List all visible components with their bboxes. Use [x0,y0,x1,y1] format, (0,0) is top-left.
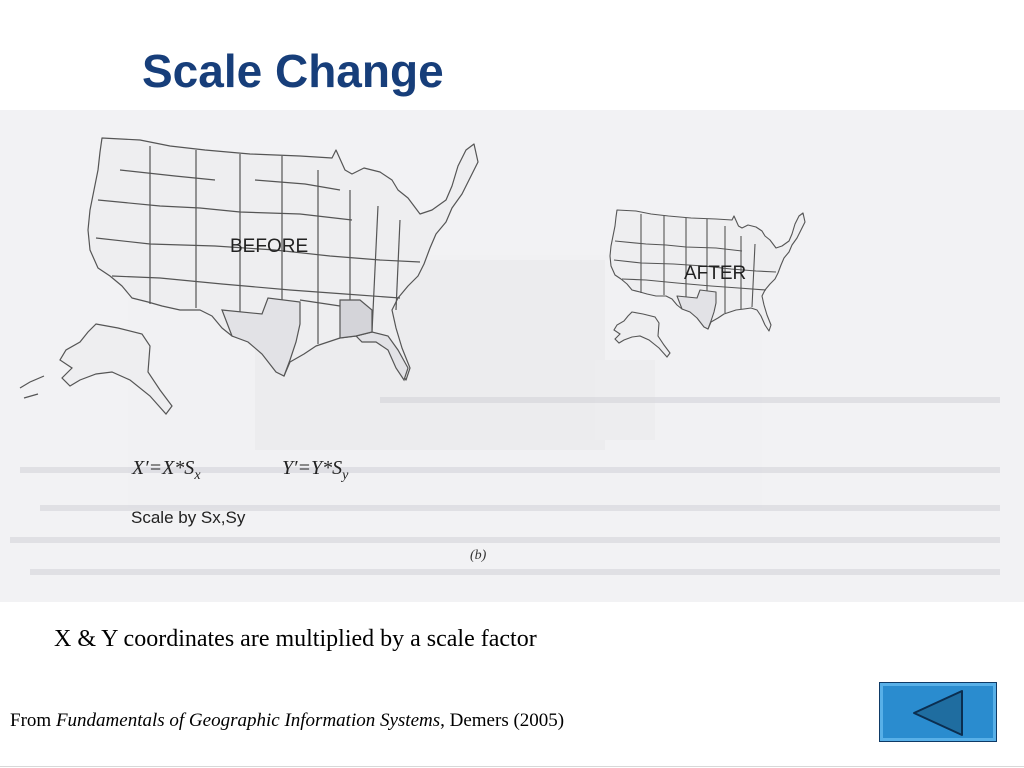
formula-y: Y′=Y*Sy [282,457,349,483]
figure-caption: Scale by Sx,Sy [131,508,246,527]
map-before [19,137,479,415]
scan-background-texture [0,110,1024,602]
after-label: AFTER [684,263,747,284]
subfigure-label: (b) [470,548,487,563]
scanned-figure: BEFORE AFTER X′=X*Sx Y′=Y*Sy Scale by Sx… [0,110,1024,602]
footer-divider [0,766,1024,767]
map-after [609,209,806,358]
formula-x: X′=X*Sx [132,457,201,483]
triangle-left-icon [913,690,963,736]
back-button[interactable] [879,682,997,742]
citation-book-title: Fundamentals of Geographic Information S… [55,710,441,731]
before-label: BEFORE [230,236,309,257]
body-text: X & Y coordinates are multiplied by a sc… [54,626,537,652]
citation: From Fundamentals of Geographic Informat… [10,710,565,731]
slide-title: Scale Change [142,45,444,97]
